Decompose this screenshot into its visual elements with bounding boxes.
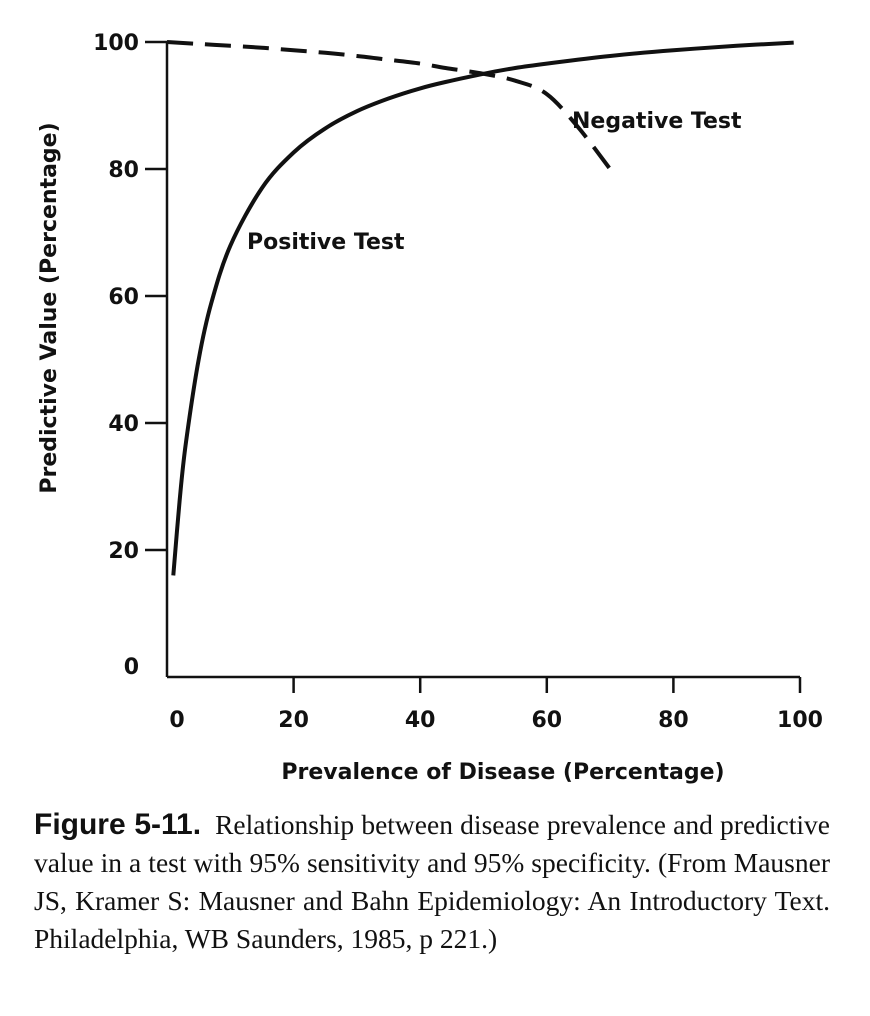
figure-caption: Figure 5-11. Relationship between disease…	[34, 806, 830, 958]
chart-series	[166, 40, 794, 576]
series-label-positive-test: Positive Test	[247, 230, 405, 255]
x-tick-label: 60	[531, 708, 562, 733]
series-label-negative-test: Negative Test	[572, 109, 742, 134]
y-tick-label: 100	[93, 31, 139, 56]
y-tick-label: 60	[108, 285, 139, 310]
series-line-negative-test	[166, 40, 612, 171]
predictive-value-chart: 0 20 40 60 80 100 0 20 40 60 80 100 Positive Test N…	[37, 31, 823, 785]
chart-axes: 0 20 40 60 80 100 0 20 40 60 80 100	[93, 31, 823, 733]
y-tick-label: 40	[108, 412, 139, 437]
figure-label: Figure 5-11.	[34, 808, 202, 841]
y-axis-title: Predictive Value (Percentage)	[37, 122, 62, 493]
series-line-positive-test	[171, 40, 794, 576]
y-tick-label: 80	[108, 158, 139, 183]
x-tick-label: 40	[405, 708, 436, 733]
figure-caption-text: Relationship between disease prevalence …	[34, 809, 831, 954]
y-tick-label: 0	[124, 655, 139, 680]
y-tick-label: 20	[108, 539, 139, 564]
x-tick-label: 0	[169, 708, 184, 733]
x-tick-label: 80	[658, 708, 689, 733]
x-tick-label: 20	[278, 708, 309, 733]
x-tick-label: 100	[777, 708, 823, 733]
x-axis-title: Prevalence of Disease (Percentage)	[281, 760, 724, 785]
